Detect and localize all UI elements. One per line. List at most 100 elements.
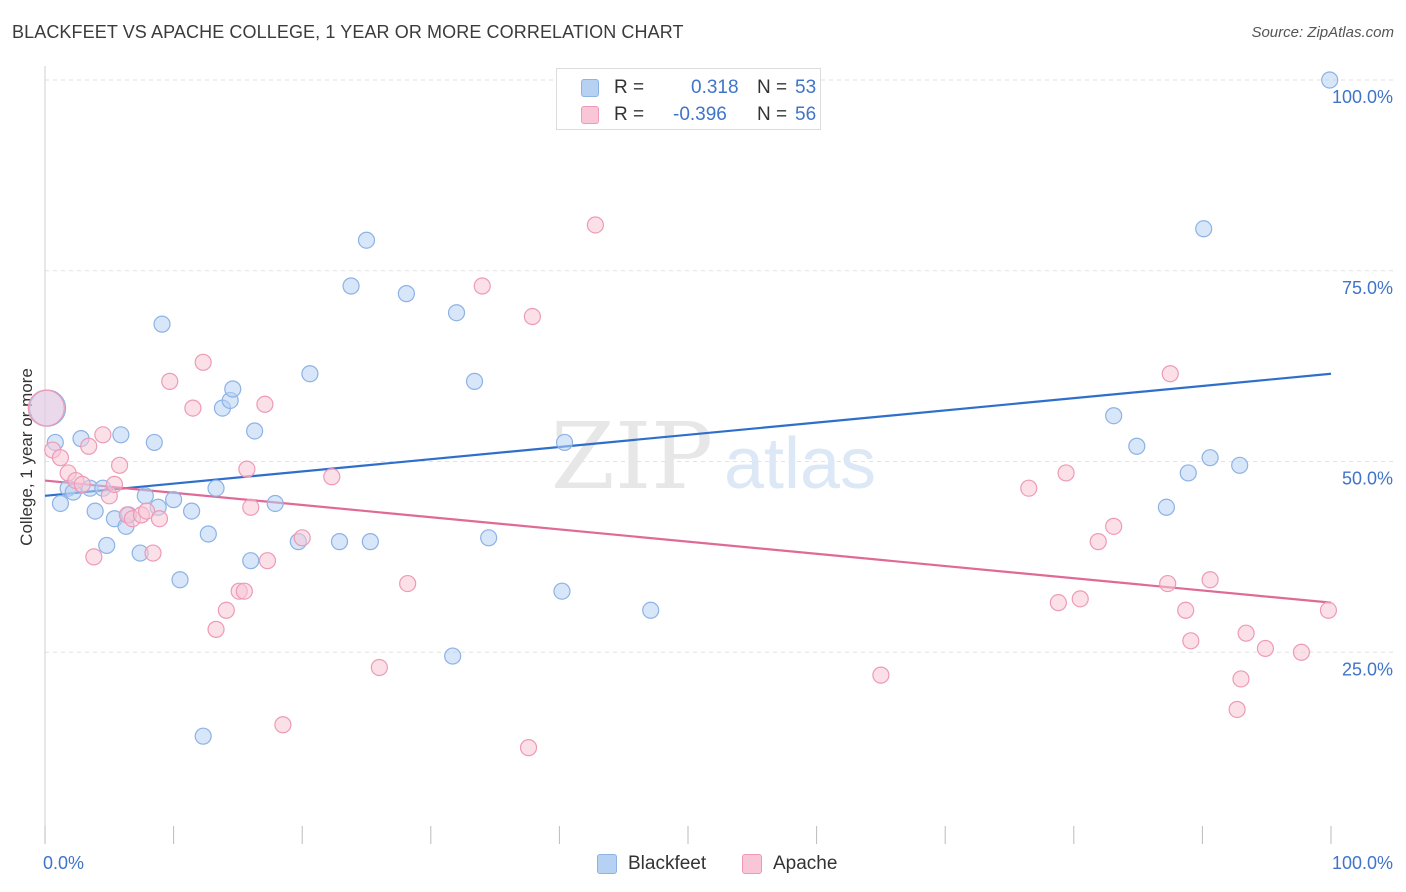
y-tick-label: 50.0% [1342, 469, 1393, 489]
watermark-zip: ZIP [551, 403, 713, 510]
apache-point [144, 544, 162, 562]
y-tick-label: 75.0% [1342, 278, 1393, 298]
apache-point [1232, 670, 1250, 688]
apache-point [258, 552, 277, 570]
blackfeet-point [153, 315, 171, 333]
apache-point [207, 620, 225, 638]
apache-point [1159, 574, 1177, 593]
blackfeet-point [447, 304, 466, 322]
r-label: R = [614, 104, 645, 125]
points-layer [27, 71, 1339, 757]
x-tick-label: 100.0% [1332, 853, 1393, 873]
blackfeet-point [224, 380, 242, 398]
apache-point [293, 529, 311, 547]
blackfeet-point [266, 494, 284, 513]
x-tick-label: 0.0% [43, 853, 84, 873]
blackfeet-point [207, 479, 225, 497]
apache-point [323, 468, 341, 486]
apache-point [161, 372, 179, 390]
apache-point [399, 574, 417, 593]
blackfeet-point [242, 552, 260, 570]
apache-point [137, 502, 156, 520]
blackfeet-point [555, 433, 574, 452]
watermark-atlas: atlas [724, 424, 876, 504]
blackfeet-legend-label: Blackfeet [628, 853, 707, 874]
blackfeet-point [330, 533, 349, 551]
apache-r-value: -0.396 [673, 104, 727, 125]
blackfeet-r-value: 0.318 [691, 77, 739, 98]
trend-layer [44, 372, 1332, 604]
apache-swatch [581, 106, 599, 124]
blackfeet-point [1321, 71, 1339, 89]
apache-point [1161, 365, 1179, 383]
blackfeet-point [357, 231, 376, 249]
blackfeet-point [165, 491, 183, 509]
blackfeet-point [86, 502, 104, 520]
blackfeet-point [553, 582, 571, 600]
blackfeet-point [145, 433, 163, 452]
blackfeet-point [301, 365, 319, 383]
blackfeet-point [112, 426, 130, 444]
n-label: N = [757, 104, 788, 125]
blackfeet-point [642, 601, 660, 619]
apache-point [523, 307, 541, 326]
blackfeet-point [397, 285, 415, 303]
blackfeet-swatch [581, 79, 599, 97]
apache-point [238, 460, 256, 478]
apache-legend-label: Apache [773, 853, 838, 874]
apache-point [519, 739, 538, 757]
axis-layer [44, 66, 1332, 844]
apache-point [370, 658, 388, 677]
apache-point [110, 456, 129, 474]
apache-point [1089, 533, 1107, 551]
apache-point [1228, 700, 1246, 719]
r-label: R = [614, 77, 645, 98]
apache-point [1237, 624, 1255, 642]
watermark: ZIP atlas [551, 403, 876, 510]
apache-point [1071, 590, 1089, 608]
apache-point [27, 389, 65, 427]
stats-legend: R = 0.318 N = 53 R = -0.396 N = 56 [556, 68, 821, 130]
apache-point [94, 426, 112, 444]
apache-point [217, 601, 235, 619]
apache-point [105, 475, 124, 493]
source-label: Source: ZipAtlas.com [1251, 24, 1394, 41]
blackfeet-n-value: 53 [795, 77, 817, 98]
blackfeet-point [361, 533, 379, 551]
blackfeet-point [1105, 407, 1123, 425]
apache-point [85, 548, 103, 566]
tick-label-layer: 25.0% 50.0% 75.0% 100.0% 0.0% 100.0% [43, 87, 1393, 873]
apache-n-value: 56 [795, 104, 817, 125]
apache-point [1177, 601, 1195, 619]
apache-point [1292, 643, 1311, 661]
blackfeet-point [183, 502, 201, 520]
y-tick-label: 100.0% [1332, 87, 1393, 107]
y-tick-label: 25.0% [1342, 659, 1393, 679]
apache-point [872, 666, 890, 684]
apache-point [242, 498, 260, 516]
blackfeet-point [1179, 464, 1197, 482]
blackfeet-trend-line [44, 372, 1332, 497]
apache-point [1105, 517, 1123, 535]
apache-point [184, 399, 202, 417]
apache-point [235, 582, 253, 600]
blackfeet-point [1128, 437, 1146, 455]
blackfeet-point [1195, 220, 1213, 238]
apache-point [586, 216, 605, 234]
apache-point [274, 716, 292, 734]
apache-point [80, 437, 98, 455]
chart-title: BLACKFEET VS APACHE COLLEGE, 1 YEAR OR M… [12, 22, 684, 42]
apache-point [1057, 464, 1075, 482]
blackfeet-point [342, 277, 360, 295]
blackfeet-point [199, 525, 217, 543]
blackfeet-legend-swatch [597, 854, 617, 874]
blackfeet-point [246, 422, 264, 440]
apache-point [1182, 632, 1200, 650]
blackfeet-point [1157, 498, 1175, 516]
apache-point [51, 449, 70, 467]
blackfeet-point [194, 727, 212, 745]
blackfeet-point [1231, 456, 1249, 474]
apache-point [1256, 639, 1275, 658]
apache-point [256, 395, 274, 413]
